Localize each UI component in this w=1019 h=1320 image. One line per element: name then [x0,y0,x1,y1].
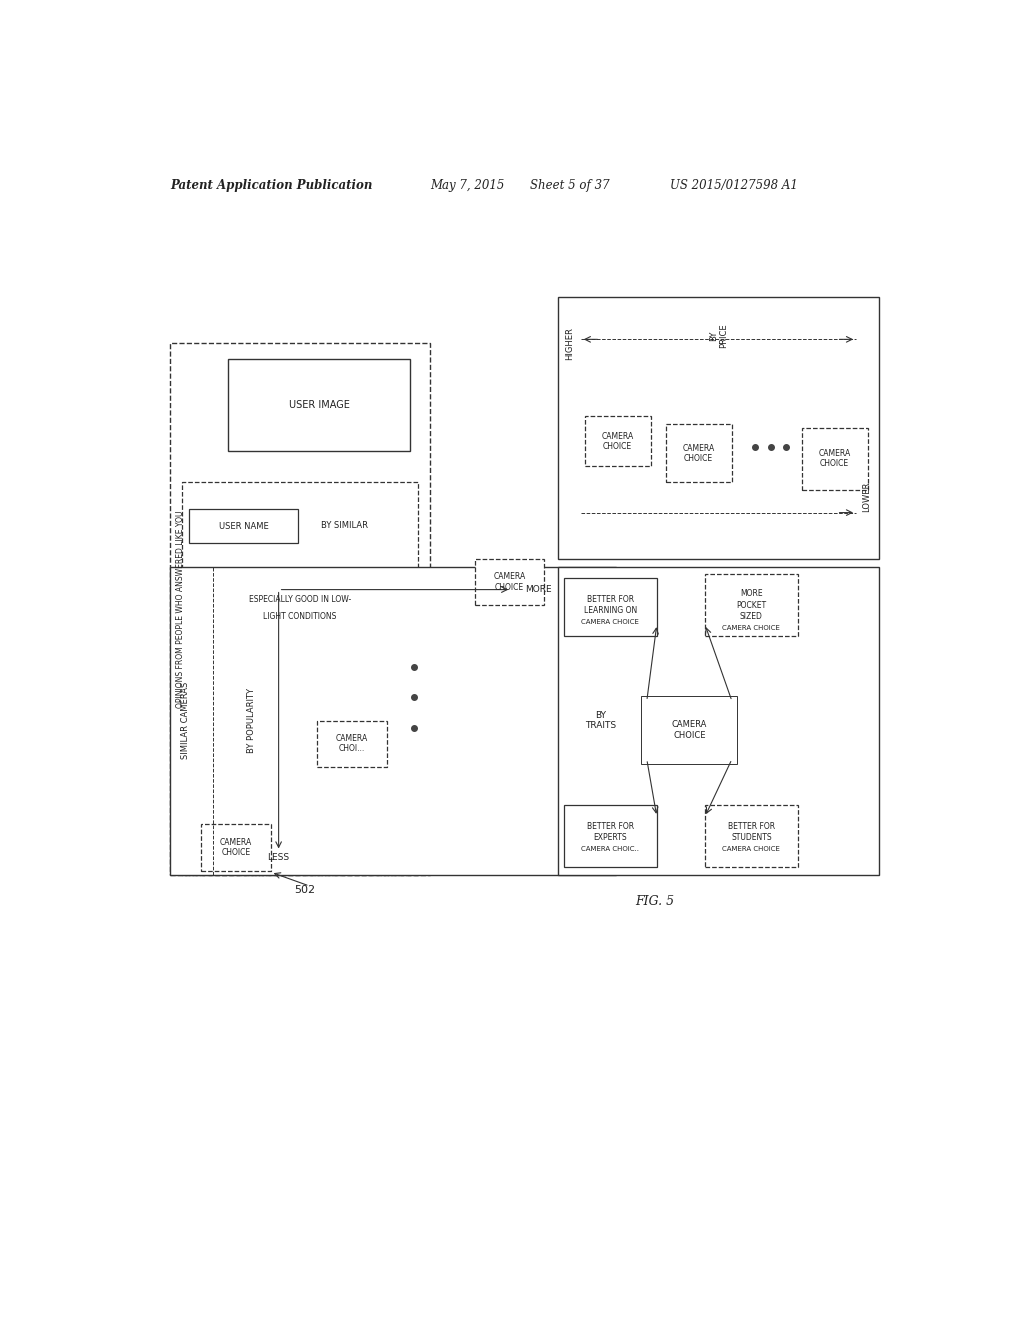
Text: BY SIMILAR: BY SIMILAR [321,521,368,531]
Bar [801,428,867,490]
Text: LOWER: LOWER [861,482,870,512]
Text: CAMERA
CHOICE: CAMERA CHOICE [817,449,850,469]
Bar [317,721,387,767]
Bar [170,566,615,875]
Bar [646,701,732,759]
Text: BY
TRAITS: BY TRAITS [584,710,615,730]
Bar [181,482,418,875]
Text: SIMILAR CAMERAS: SIMILAR CAMERAS [181,682,190,759]
Bar [584,416,650,466]
Text: USER IMAGE: USER IMAGE [288,400,350,409]
Text: FIG. 5: FIG. 5 [634,895,674,908]
Text: 502: 502 [293,884,315,895]
Text: MORE: MORE [525,585,551,594]
Bar [201,825,271,871]
Text: May 7, 2015: May 7, 2015 [429,178,503,191]
Text: BETTER FOR: BETTER FOR [586,822,633,832]
Text: LEARNING ON: LEARNING ON [583,606,636,615]
Text: ESPECIALLY GOOD IN LOW-: ESPECIALLY GOOD IN LOW- [249,595,351,605]
Text: BETTER FOR: BETTER FOR [586,595,633,603]
Text: CAMERA CHOICE: CAMERA CHOICE [581,619,639,626]
Text: CAMERA
CHOI...: CAMERA CHOI... [336,734,368,754]
Text: HIGHER: HIGHER [565,327,574,359]
Bar [665,424,732,482]
Bar [190,508,298,544]
Text: CAMERA
CHOICE: CAMERA CHOICE [220,838,252,857]
Bar [557,566,878,875]
Text: US 2015/0127598 A1: US 2015/0127598 A1 [669,178,797,191]
Text: LESS: LESS [267,853,289,862]
Text: MORE: MORE [740,589,762,598]
Bar [474,558,544,605]
Text: OPINIONS FROM PEOPLE WHO ANSWERED LIKE YOU: OPINIONS FROM PEOPLE WHO ANSWERED LIKE Y… [176,510,185,708]
Text: CAMERA CHOIC..: CAMERA CHOIC.. [581,846,639,853]
Bar [704,805,797,867]
Text: BY POPULARITY: BY POPULARITY [247,688,256,752]
Text: Patent Application Publication: Patent Application Publication [170,178,372,191]
Bar [564,805,656,867]
Text: CAMERA
CHOICE: CAMERA CHOICE [672,721,706,739]
Text: POCKET: POCKET [736,601,765,610]
Bar [557,297,878,558]
Bar [704,574,797,636]
Bar [190,574,410,644]
Text: Sheet 5 of 37: Sheet 5 of 37 [530,178,609,191]
Text: CAMERA
CHOICE: CAMERA CHOICE [600,432,633,451]
Text: BY
PRICE: BY PRICE [708,323,728,347]
Bar [641,696,737,764]
Text: LIGHT CONDITIONS: LIGHT CONDITIONS [263,612,336,620]
Text: EXPERTS: EXPERTS [593,833,627,842]
Bar [228,359,410,451]
Bar [170,343,429,875]
Bar [564,578,656,636]
Text: STUDENTS: STUDENTS [731,833,771,842]
Text: CAMERA
CHOICE: CAMERA CHOICE [493,572,525,591]
Text: BETTER FOR: BETTER FOR [728,822,774,832]
Text: SIZED: SIZED [739,612,762,620]
Text: CAMERA CHOICE: CAMERA CHOICE [721,626,780,631]
Text: CAMERA CHOICE: CAMERA CHOICE [721,846,780,853]
Text: CAMERA
CHOICE: CAMERA CHOICE [682,444,714,463]
Text: USER NAME: USER NAME [219,521,268,531]
